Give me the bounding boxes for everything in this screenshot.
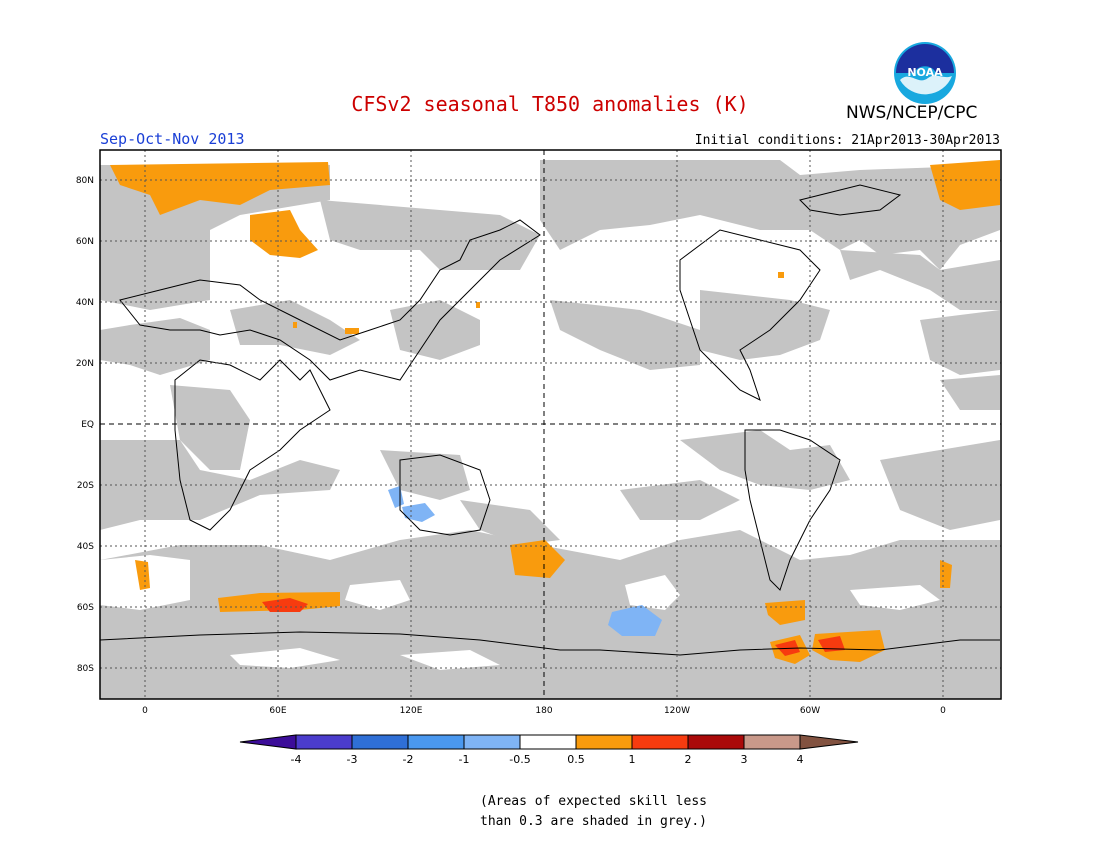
legend-swatch xyxy=(519,734,577,750)
hot-anomalies xyxy=(262,598,845,656)
lon-labels: 0 60E 120E 180 120W 60W 0 xyxy=(142,706,946,716)
legend-label: 2 xyxy=(685,753,692,766)
lat-label: 60S xyxy=(77,603,94,613)
footnote: (Areas of expected skill less than 0.3 a… xyxy=(480,792,707,832)
legend-label: -2 xyxy=(403,753,414,766)
noaa-logo-text: NOAA xyxy=(907,66,943,79)
legend-label: -1 xyxy=(459,753,470,766)
lat-label: 20S xyxy=(77,481,94,491)
lat-label: EQ xyxy=(81,420,94,430)
season-label: Sep-Oct-Nov 2013 xyxy=(100,130,245,148)
legend-label: -3 xyxy=(347,753,358,766)
lat-label: 60N xyxy=(76,237,94,247)
legend-label: 0.5 xyxy=(567,753,585,766)
lat-label: 80S xyxy=(77,664,94,674)
legend-swatch xyxy=(239,734,297,750)
legend-label: -4 xyxy=(291,753,302,766)
legend-label: 4 xyxy=(797,753,804,766)
equator-dateline xyxy=(100,150,1001,699)
lat-label: 20N xyxy=(76,359,94,369)
initial-conditions-label: Initial conditions: 21Apr2013-30Apr2013 xyxy=(694,133,1000,148)
lon-label: 60E xyxy=(269,706,286,716)
legend-swatch xyxy=(687,734,745,750)
legend-label: 1 xyxy=(629,753,636,766)
lon-label: 180 xyxy=(535,706,552,716)
legend-label: 3 xyxy=(741,753,748,766)
legend-labels: -4 -3 -2 -1 -0.5 0.5 1 2 3 4 xyxy=(291,753,804,766)
color-legend xyxy=(239,734,859,750)
map-title: CFSv2 seasonal T850 anomalies (K) xyxy=(351,92,749,116)
legend-swatch xyxy=(631,734,689,750)
agency-label: NWS/NCEP/CPC xyxy=(846,103,978,123)
noaa-logo: NOAA xyxy=(894,42,956,104)
lat-label: 80N xyxy=(76,176,94,186)
lat-label: 40S xyxy=(77,542,94,552)
footnote-line: (Areas of expected skill less xyxy=(480,794,707,809)
legend-swatch xyxy=(463,734,521,750)
lon-label: 120W xyxy=(664,706,690,716)
legend-swatch xyxy=(799,734,859,750)
lon-label: 0 xyxy=(142,706,148,716)
lat-labels: 80N 60N 40N 20N EQ 20S 40S 60S 80S xyxy=(76,176,94,674)
lon-label: 60W xyxy=(800,706,820,716)
legend-swatch xyxy=(575,734,633,750)
grid-lines xyxy=(100,150,1001,699)
map-frame xyxy=(99,149,1002,700)
footnote-line: than 0.3 are shaded in grey.) xyxy=(480,814,707,829)
legend-swatch xyxy=(743,734,801,750)
legend-swatch xyxy=(351,734,409,750)
lat-label: 40N xyxy=(76,298,94,308)
legend-label: -0.5 xyxy=(509,753,530,766)
legend-swatch xyxy=(407,734,465,750)
legend-swatch xyxy=(295,734,353,750)
lon-label: 0 xyxy=(940,706,946,716)
lon-label: 120E xyxy=(400,706,423,716)
